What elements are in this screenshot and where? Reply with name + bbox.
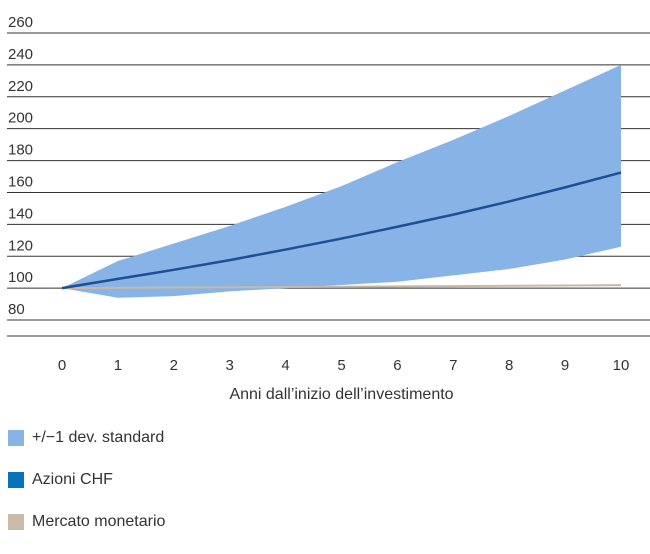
y-axis-ticks: 80 100 120 140 160 180 200 220 240 260 xyxy=(8,14,33,318)
y-tick-label: 260 xyxy=(8,14,33,31)
x-tick-label: 10 xyxy=(613,357,630,374)
money-market-line xyxy=(61,284,622,290)
std-dev-band xyxy=(62,64,621,298)
x-tick-label: 1 xyxy=(114,357,122,374)
x-tick-label: 9 xyxy=(561,357,569,374)
equity-swatch xyxy=(8,472,24,488)
x-tick-label: 2 xyxy=(170,357,178,374)
y-tick-label: 100 xyxy=(8,269,33,286)
x-tick-label: 7 xyxy=(449,357,457,374)
x-tick-label: 8 xyxy=(505,357,513,374)
x-axis-ticks: 0 1 2 3 4 5 6 7 8 9 10 xyxy=(58,357,630,374)
legend-item-std-dev: +/−1 dev. standard xyxy=(8,428,165,448)
x-tick-label: 6 xyxy=(393,357,401,374)
y-tick-label: 180 xyxy=(8,142,33,159)
legend-label-money-market: Mercato monetario xyxy=(32,513,166,530)
y-tick-label: 80 xyxy=(8,301,25,318)
x-tick-label: 4 xyxy=(281,357,289,374)
x-tick-label: 5 xyxy=(337,357,345,374)
y-tick-label: 160 xyxy=(8,173,33,190)
money-market-swatch xyxy=(8,514,24,530)
legend-item-equity: Azioni CHF xyxy=(8,470,165,490)
legend-item-money-market: Mercato monetario xyxy=(8,512,165,532)
x-tick-label: 3 xyxy=(226,357,234,374)
y-tick-label: 140 xyxy=(8,205,33,222)
equity-chf-line xyxy=(61,171,622,290)
chart: 80 100 120 140 160 180 200 220 240 260 0 1 2 3 4 5 6 7 8 9… xyxy=(7,14,650,403)
y-tick-label: 120 xyxy=(8,237,33,254)
legend-label-equity: Azioni CHF xyxy=(32,471,113,488)
x-axis-title: Anni dall’inizio dell’investimento xyxy=(229,386,453,403)
legend: +/−1 dev. standard Azioni CHF Mercato mo… xyxy=(8,428,165,554)
legend-label-std-dev: +/−1 dev. standard xyxy=(32,429,165,446)
std-dev-swatch xyxy=(8,430,24,446)
y-tick-label: 240 xyxy=(8,46,33,63)
y-tick-label: 220 xyxy=(8,78,33,95)
x-tick-label: 0 xyxy=(58,357,66,374)
y-tick-label: 200 xyxy=(8,110,33,127)
